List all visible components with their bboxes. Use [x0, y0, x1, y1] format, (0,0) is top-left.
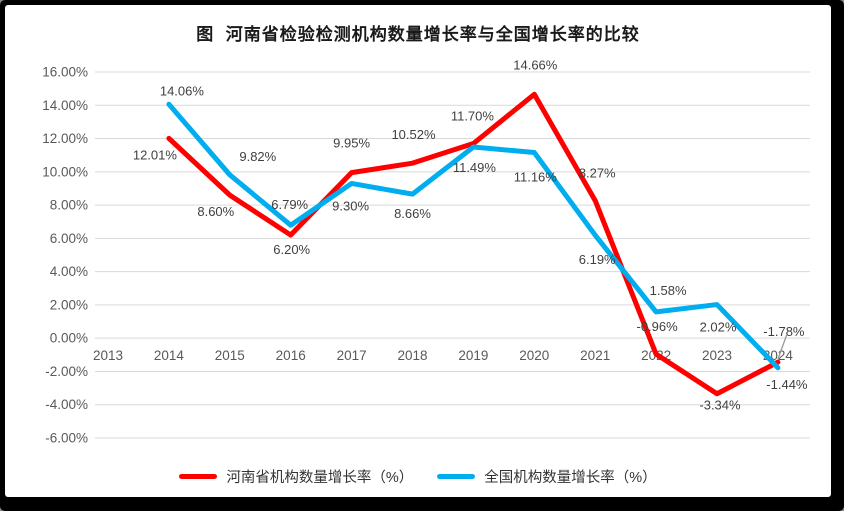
data-label: 6.79% [271, 197, 308, 212]
data-label: 1.58% [650, 283, 687, 298]
series-line-1 [166, 101, 781, 371]
data-label: -3.34% [699, 398, 741, 413]
data-label: 9.30% [332, 198, 369, 213]
henan-series-line-icon [179, 473, 218, 479]
data-label: -0.96% [636, 319, 678, 334]
data-label: 2.02% [700, 320, 737, 335]
y-axis-tick-label: 4.00% [50, 264, 88, 279]
cursor-artifact [777, 333, 788, 360]
y-axis-tick-label: 14.00% [42, 98, 88, 113]
data-label: 9.95% [333, 136, 370, 151]
national-series-line-icon [437, 473, 476, 479]
y-axis-tick-label: 12.00% [42, 131, 88, 146]
data-label: 6.19% [579, 252, 616, 267]
x-axis-year-label: 2017 [337, 348, 367, 363]
y-axis-tick-label: -6.00% [45, 431, 88, 446]
series-line-0 [166, 91, 781, 397]
x-axis-year-label: 2021 [580, 348, 610, 363]
y-axis-tick-label: -4.00% [45, 397, 88, 412]
chart-title: 图 河南省检验检测机构数量增长率与全国增长率的比较 [196, 25, 640, 44]
legend-label-national: 全国机构数量增长率（%） [484, 469, 657, 486]
data-label: 9.82% [239, 149, 276, 164]
x-axis-year-label: 2015 [215, 348, 245, 363]
x-axis-year-label: 2016 [276, 348, 306, 363]
line-chart: 16.00% 14.00% 12.00% 10.00% 8.00% 6.00% 4.00% 2… [42, 57, 810, 446]
data-label: -1.44% [766, 377, 808, 392]
y-axis-tick-label: 8.00% [50, 198, 88, 213]
data-label: 11.49% [453, 160, 497, 175]
data-label: 14.06% [160, 83, 205, 98]
legend-item-henan: 河南省机构数量增长率（%） [179, 466, 413, 487]
data-label: 11.70% [451, 109, 495, 124]
legend-label-henan: 河南省机构数量增长率（%） [226, 469, 414, 486]
data-label: 12.01% [133, 147, 178, 162]
data-label: 8.60% [197, 204, 234, 219]
x-axis-year-label: 2020 [519, 348, 549, 363]
x-axis-year-label: 2014 [154, 348, 185, 363]
y-axis-tick-label: 10.00% [42, 164, 88, 179]
data-label: 6.20% [273, 242, 310, 257]
data-label: 11.16% [514, 170, 558, 185]
data-label: 8.66% [394, 206, 431, 221]
chart-legend: 河南省机构数量增长率（%） 全国机构数量增长率（%） [5, 463, 831, 489]
data-label: 8.27% [579, 166, 616, 181]
y-axis-tick-label: -2.00% [45, 364, 88, 379]
chart-panel: 图 河南省检验检测机构数量增长率与全国增长率的比较 16.00% 14.00% 12… [5, 5, 831, 497]
x-axis-year-label: 2013 [93, 348, 123, 363]
data-label: 10.52% [391, 127, 436, 142]
y-axis-tick-label: 16.00% [42, 65, 88, 80]
data-label: -1.78% [763, 324, 805, 339]
data-label: 14.66% [513, 57, 558, 72]
y-axis-tick-label: 0.00% [50, 331, 88, 346]
x-axis-year-label: 2018 [397, 348, 427, 363]
y-axis-tick-label: 2.00% [50, 297, 88, 312]
y-axis-tick-label: 6.00% [50, 231, 88, 246]
legend-item-national: 全国机构数量增长率（%） [437, 466, 657, 487]
x-axis-year-label: 2019 [458, 348, 488, 363]
x-axis-year-label: 2023 [702, 348, 732, 363]
